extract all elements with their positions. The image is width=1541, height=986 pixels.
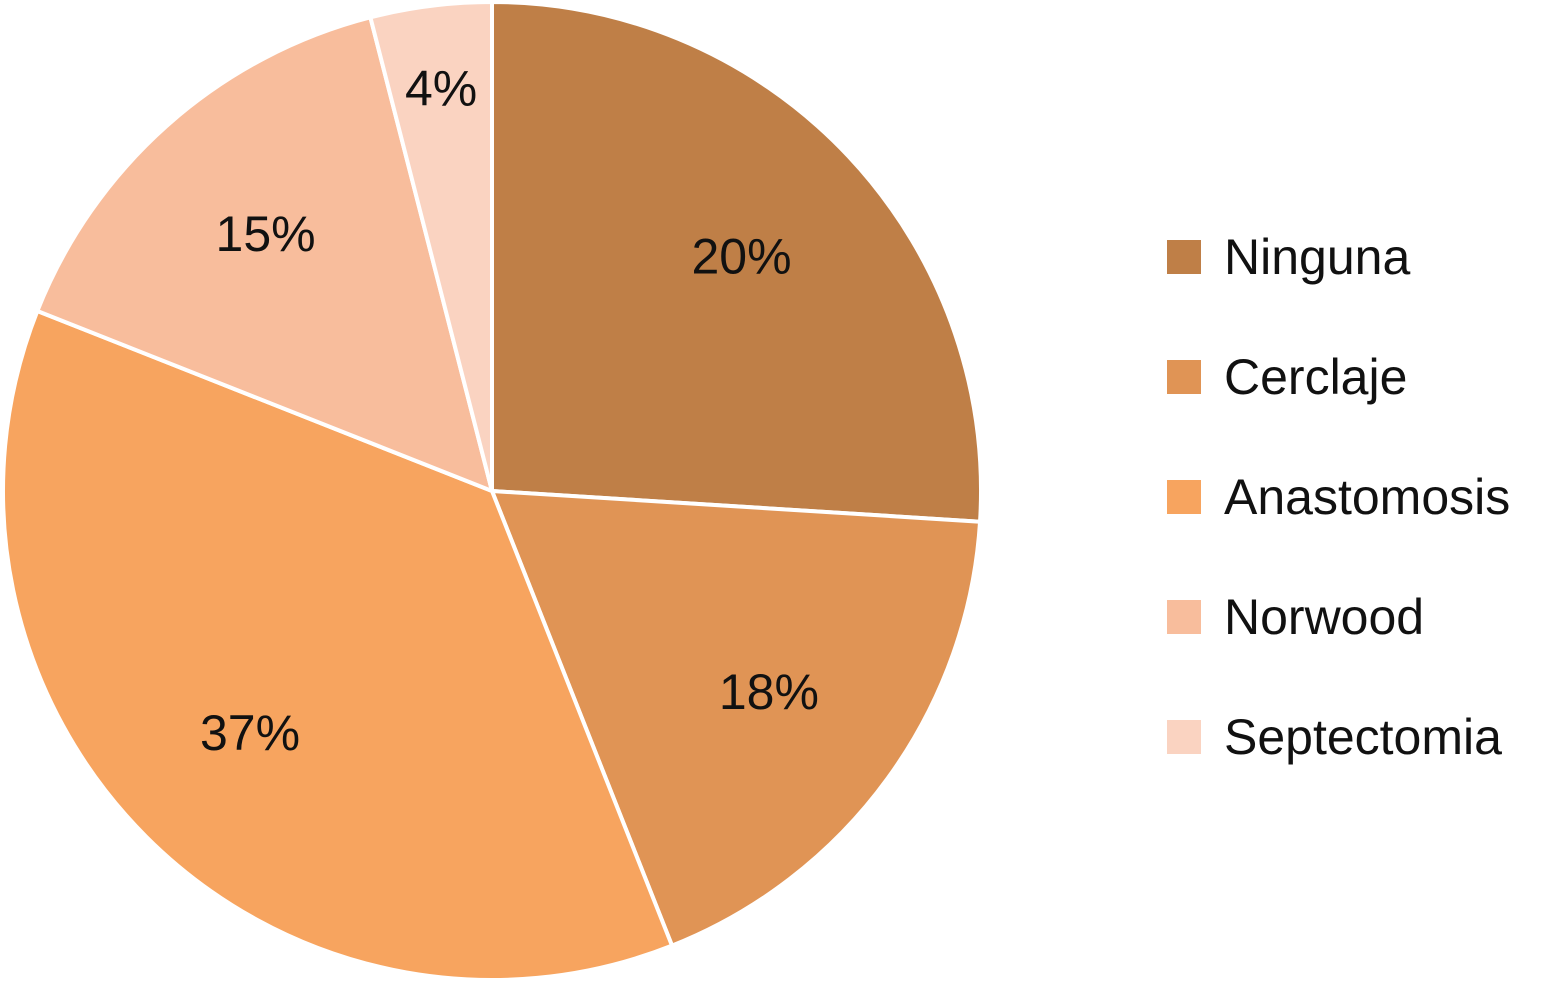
legend-label-norwood: Norwood bbox=[1224, 589, 1424, 645]
slice-label-norwood: 15% bbox=[216, 206, 316, 262]
legend-label-septectomia: Septectomia bbox=[1224, 709, 1502, 765]
legend-swatch-anastomosis bbox=[1167, 480, 1201, 514]
pie-slice-labels: 20% 18% 37% 15% 4% bbox=[200, 60, 819, 761]
pie-slice-cerclaje bbox=[490, 489, 983, 948]
legend-item-cerclaje: Cerclaje bbox=[1167, 349, 1407, 405]
slice-label-ninguna: 20% bbox=[691, 229, 791, 285]
legend-swatch-ninguna bbox=[1167, 240, 1201, 274]
legend-label-ninguna: Ninguna bbox=[1224, 229, 1410, 285]
slice-label-anastomosis: 37% bbox=[200, 705, 300, 761]
pie-slice-anastomosis bbox=[1, 308, 675, 982]
pie-slice-ninguna bbox=[490, 0, 983, 524]
legend-label-cerclaje: Cerclaje bbox=[1224, 349, 1407, 405]
legend-swatch-septectomia bbox=[1167, 720, 1201, 754]
slice-label-septectomia: 4% bbox=[405, 60, 477, 116]
legend: Ninguna Cerclaje Anastomosis Norwood Septect… bbox=[1167, 229, 1510, 765]
pie-slice-septectomia bbox=[368, 0, 494, 493]
legend-item-anastomosis: Anastomosis bbox=[1167, 469, 1510, 525]
legend-label-anastomosis: Anastomosis bbox=[1224, 469, 1510, 525]
legend-item-ninguna: Ninguna bbox=[1167, 229, 1410, 285]
legend-swatch-cerclaje bbox=[1167, 360, 1201, 394]
legend-item-septectomia: Septectomia bbox=[1167, 709, 1502, 765]
pie-slice-norwood bbox=[35, 15, 494, 493]
legend-swatch-norwood bbox=[1167, 600, 1201, 634]
slice-label-cerclaje: 18% bbox=[719, 664, 819, 720]
pie-slices bbox=[1, 0, 983, 982]
legend-item-norwood: Norwood bbox=[1167, 589, 1424, 645]
